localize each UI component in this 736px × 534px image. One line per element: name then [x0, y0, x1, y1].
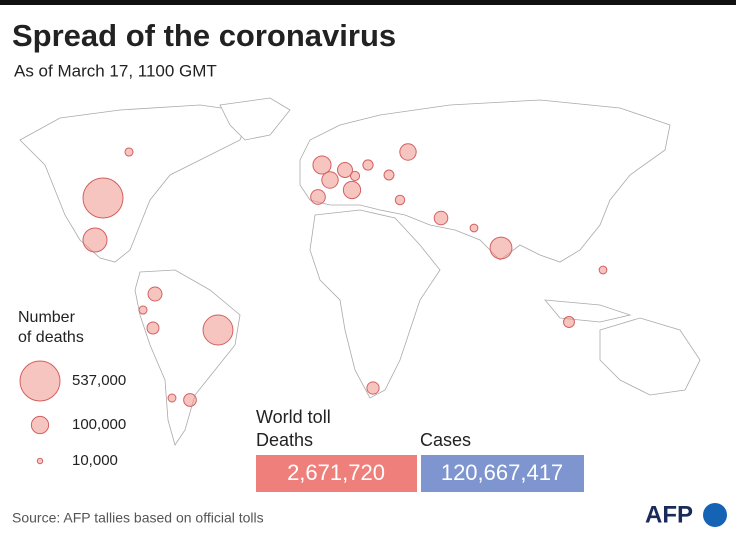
death-bubble [124, 147, 134, 157]
death-bubble [383, 169, 395, 181]
death-bubble [394, 194, 406, 206]
legend-label: 10,000 [72, 452, 118, 469]
death-bubble [202, 314, 234, 346]
legend-bubble [30, 415, 50, 435]
source: Source: AFP tallies based on official to… [12, 510, 264, 526]
death-bubble [82, 177, 124, 219]
australia [599, 317, 701, 396]
world-map [19, 97, 701, 446]
death-bubble [563, 316, 575, 328]
death-bubble [321, 171, 339, 189]
death-bubble [183, 393, 197, 407]
cases-label: Cases [420, 430, 471, 450]
title: Spread of the coronavirus [12, 18, 396, 53]
africa [309, 209, 441, 399]
europe-asia [299, 99, 671, 263]
south-america [134, 269, 241, 446]
death-bubble [82, 227, 108, 253]
legend-label: 537,000 [72, 372, 126, 389]
death-bubble [167, 393, 177, 403]
death-bubble [433, 210, 449, 226]
legend-label: 100,000 [72, 416, 126, 433]
death-bubble [146, 321, 160, 335]
death-bubble [138, 305, 148, 315]
top-bar [0, 0, 736, 5]
cases-box [421, 455, 584, 492]
death-bubble [399, 143, 417, 161]
death-bubble [310, 189, 326, 205]
deaths-total: 2,671,720 [287, 460, 385, 485]
legend-title: of deaths [18, 329, 84, 346]
death-bubble [147, 286, 163, 302]
logo: AFP [645, 501, 693, 528]
legend-bubble [36, 457, 44, 465]
death-bubble [349, 170, 361, 182]
death-bubble [598, 265, 608, 275]
death-bubble [337, 162, 353, 178]
death-bubble [366, 381, 380, 395]
indonesia [544, 299, 632, 323]
totals-heading: World toll [256, 407, 331, 427]
death-bubble [469, 223, 479, 233]
death-bubble [362, 159, 374, 171]
legend-title: Number [18, 309, 76, 326]
deaths-box [256, 455, 417, 492]
death-bubble [312, 155, 332, 175]
deaths-label: Deaths [256, 430, 313, 450]
death-bubble [342, 180, 362, 200]
north-america [19, 104, 251, 263]
subtitle: As of March 17, 1100 GMT [14, 61, 217, 80]
cases-total: 120,667,417 [441, 460, 563, 485]
death-bubble [489, 236, 513, 260]
logo-dot [703, 503, 727, 527]
legend-bubble [19, 360, 61, 402]
greenland [219, 97, 291, 141]
